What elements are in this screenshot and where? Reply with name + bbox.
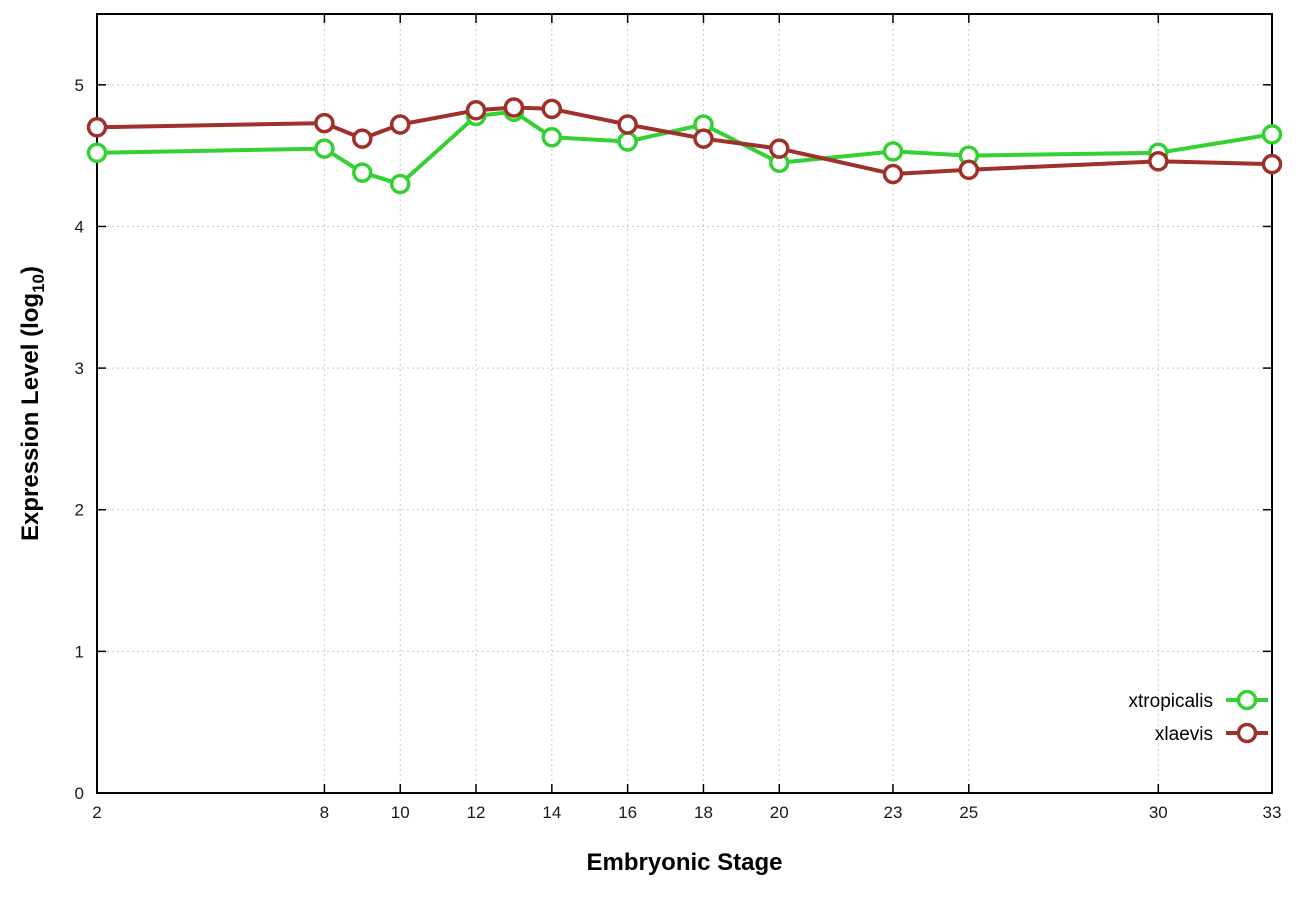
series-line-xlaevis [96,105,1273,176]
x-tick-label: 23 [884,803,903,822]
x-axis-label: Embryonic Stage [586,849,782,876]
x-tick-label: 2 [92,803,101,822]
data-point-xlaevis-13 [503,97,525,118]
y-tick-label: 1 [75,642,84,661]
x-tick-label: 33 [1263,803,1282,822]
data-point-xlaevis-16 [617,114,638,135]
data-point-xlaevis-20 [769,138,790,159]
legend-sample-marker-xlaevis [1236,722,1258,744]
x-tick-label: 25 [959,803,978,822]
y-axis-label: Expression Level (log10) [17,266,48,541]
x-tick-label: 10 [391,803,410,822]
data-point-xtropicalis-33 [1261,124,1283,145]
x-tick-label: 30 [1149,803,1168,822]
x-tick-label: 14 [542,803,561,822]
data-point-xlaevis-18 [693,128,714,149]
x-tick-label: 12 [467,803,486,822]
data-point-xlaevis-12 [465,100,487,121]
data-point-xlaevis-33 [1261,153,1283,175]
data-point-xtropicalis-9 [352,162,373,183]
y-tick-label: 2 [75,501,84,520]
data-point-xtropicalis-10 [389,173,411,195]
x-tick-label: 20 [770,803,789,822]
data-point-xtropicalis-8 [314,138,335,159]
x-tick-label: 16 [618,803,637,822]
data-point-xtropicalis-23 [882,141,904,162]
legend-label-xtropicalis: xtropicalis [1129,691,1213,712]
data-point-xlaevis-10 [389,114,411,135]
data-point-xtropicalis-14 [541,126,563,148]
x-tick-label: 18 [694,803,713,822]
data-point-xlaevis-8 [314,112,335,134]
data-point-xtropicalis-2 [86,142,108,164]
y-tick-label: 5 [75,76,84,95]
data-point-xtropicalis-16 [617,131,638,152]
data-point-xlaevis-30 [1148,151,1169,172]
legend-sample-marker-xtropicalis [1236,689,1258,711]
data-point-xlaevis-23 [882,163,904,185]
plot-border [96,13,1273,794]
y-tick-label: 4 [75,217,84,236]
data-point-xlaevis-9 [352,128,373,149]
y-tick-label: 3 [75,359,84,378]
legend-label-xlaevis: xlaevis [1155,724,1213,745]
data-point-xlaevis-2 [86,117,108,138]
data-point-xlaevis-25 [958,159,980,181]
data-point-xlaevis-14 [541,98,563,120]
x-tick-label: 8 [320,803,329,822]
y-tick-label: 0 [75,784,84,803]
